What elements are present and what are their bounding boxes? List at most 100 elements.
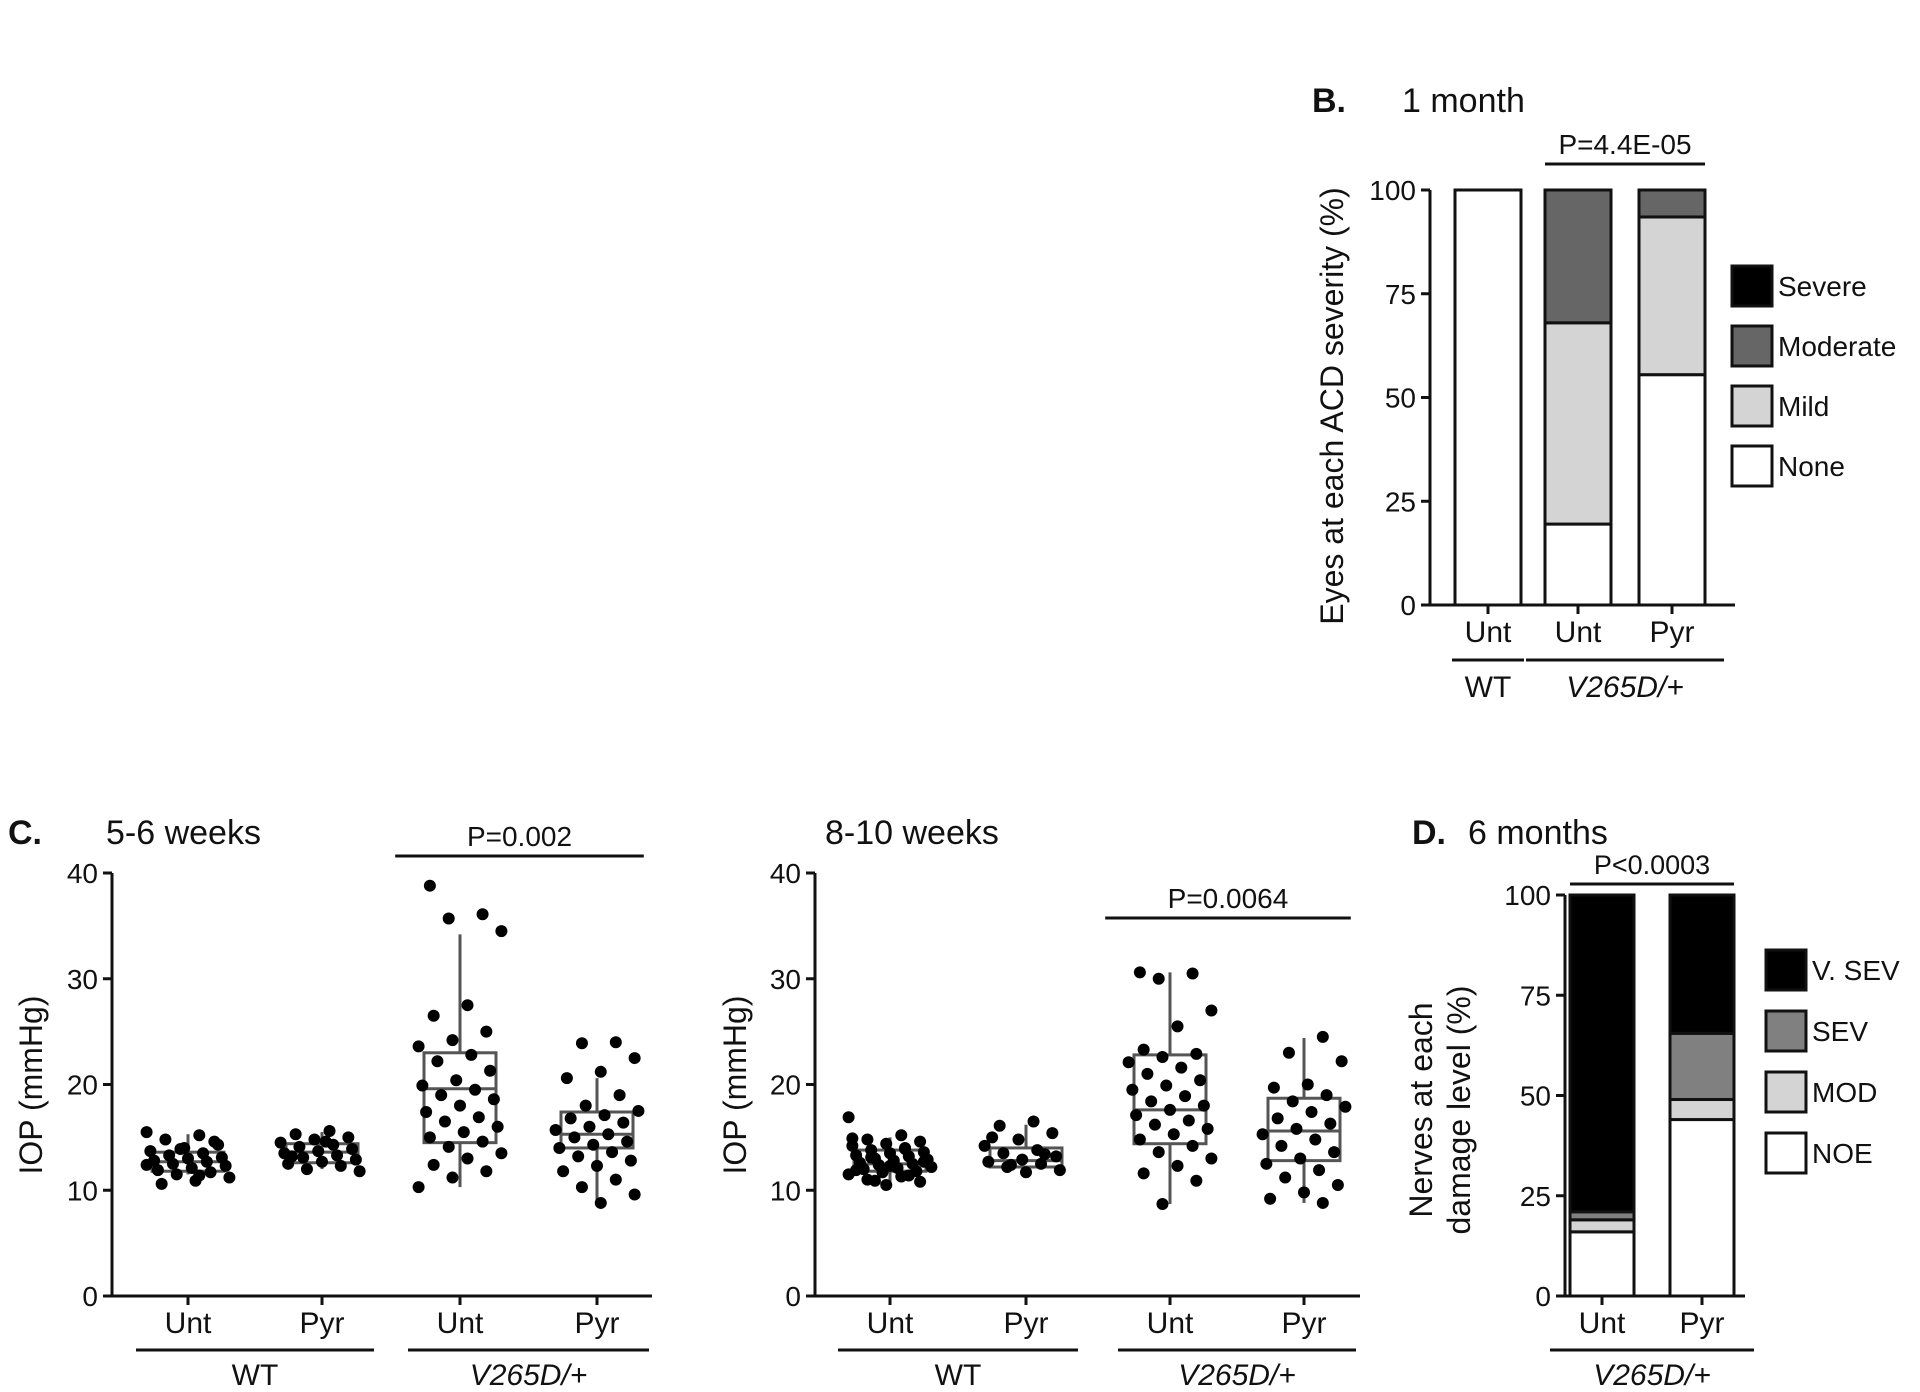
panel-c-8-10-weeks-data-point: [1260, 1157, 1273, 1170]
panel-c-5-6-weeks-data-point: [423, 879, 436, 892]
panel-c2-title: 8-10 weeks: [825, 814, 999, 852]
panel-d-label: D.: [1412, 814, 1446, 852]
panel-c-8-10-weeks-data-point: [1145, 1095, 1158, 1108]
panel-d-y-tick-label: 100: [1504, 880, 1551, 911]
panel-c-8-10-weeks-data-point: [1156, 1197, 1169, 1210]
panel-c-5-6-weeks-data-point: [568, 1131, 581, 1144]
panel-c-8-10-weeks-data-point: [1279, 1171, 1292, 1184]
panel-c-5-6-weeks-data-point: [420, 1105, 433, 1118]
panel-c-5-6-weeks-data-point: [323, 1125, 336, 1138]
panel-c-5-6-weeks-y-tick-label: 30: [67, 964, 98, 995]
panel-d-legend-swatch: [1764, 948, 1808, 992]
panel-c-5-6-weeks-data-point: [579, 1099, 592, 1112]
panel-c-5-6-weeks-data-point: [457, 1126, 470, 1139]
panel-c-8-10-weeks-data-point: [880, 1137, 893, 1150]
panel-d-legend-label: SEV: [1812, 1016, 1868, 1047]
panel-c-5-6-weeks-data-point: [621, 1135, 634, 1148]
panel-c-8-10-weeks-data-point: [1201, 1122, 1214, 1135]
panel-c-5-6-weeks-data-point: [293, 1140, 306, 1153]
panel-c-5-6-weeks-data-point: [431, 1055, 444, 1068]
panel-c-8-10-weeks-x-tick-label: Pyr: [1004, 1307, 1049, 1340]
panel-c-5-6-weeks-data-point: [572, 1150, 585, 1163]
panel-c-8-10-weeks-data-point: [1141, 1067, 1154, 1080]
panel-c-8-10-weeks-data-point: [1050, 1150, 1063, 1163]
panel-b-stacked-bar-chart: B. 1 month Eyes at each ACD severity (%)…: [1312, 82, 1896, 704]
panel-c-8-10-weeks-data-point: [1160, 1079, 1173, 1092]
panel-c-8-10-weeks-data-point: [1137, 1167, 1150, 1180]
panel-c-5-6-weeks-data-point: [346, 1143, 359, 1156]
panel-b-legend-label: Mild: [1778, 391, 1829, 422]
panel-c-5-6-weeks-data-point: [553, 1141, 566, 1154]
panel-b-bar-segment-moderate: [1637, 188, 1707, 219]
panel-c-5-6-weeks-data-point: [598, 1109, 611, 1122]
panel-c-5-6-weeks-group-label: V265D/+: [470, 1359, 588, 1392]
panel-d-x-tick-label: Unt: [1579, 1307, 1626, 1340]
panel-b-bar-segment-moderate: [1543, 188, 1613, 325]
panel-c-8-10-weeks-data-point: [1197, 1099, 1210, 1112]
panel-c-5-6-weeks-data-point: [316, 1155, 328, 1168]
panel-c-8-10-weeks-data-point: [997, 1147, 1010, 1160]
panel-c-8-10-weeks-data-point: [1282, 1046, 1295, 1059]
panel-c-8-10-weeks-y-tick-label: 10: [770, 1175, 801, 1206]
panel-c-8-10-weeks-data-point: [1004, 1158, 1017, 1171]
panel-c-5-6-weeks-data-point: [423, 1131, 436, 1144]
panel-c-5-6-weeks-data-point: [140, 1158, 153, 1171]
panel-c-8-10-weeks-data-point: [1137, 1043, 1150, 1056]
panel-c-5-6-weeks-data-point: [484, 1064, 497, 1077]
panel-b-x-tick-label: Pyr: [1650, 616, 1695, 649]
panel-d-y-tick-label: 50: [1520, 1081, 1551, 1112]
panel-c-5-6-weeks-data-point: [144, 1145, 157, 1158]
panel-c-8-10-weeks-data-point: [1130, 1109, 1143, 1122]
panel-c-8-10-weeks-data-point: [1190, 1174, 1203, 1187]
panel-c-8-10-weeks-data-point: [1316, 1196, 1329, 1209]
panel-c-5-6-weeks-data-point: [624, 1154, 637, 1167]
panel-c-8-10-weeks-data-point: [1186, 967, 1199, 980]
panel-c-5-6-weeks-data-point: [602, 1128, 615, 1141]
panel-d-y-tick-label: 25: [1520, 1181, 1551, 1212]
panel-c-8-10-weeks-data-point: [1164, 1103, 1176, 1116]
panel-c-8-10-weeks-data-point: [1320, 1089, 1333, 1102]
panel-c-5-6-weeks-data-point: [193, 1169, 206, 1182]
panel-d-bar-segment-noe: [1568, 1230, 1636, 1298]
panel-d-y-tick-label: 0: [1535, 1281, 1551, 1312]
panel-c-5-6-weeks-data-point: [174, 1143, 187, 1156]
panel-c-8-10-weeks-data-point: [1335, 1055, 1348, 1068]
panel-c-5-6-weeks-data-point: [334, 1159, 347, 1172]
panel-c-5-6-weeks-group-label: WT: [232, 1359, 279, 1392]
panel-c-5-6-weeks-data-point: [617, 1116, 630, 1129]
panel-c-8-10-weeks-group-label: WT: [935, 1359, 982, 1392]
panel-c-5-6-weeks-x-tick-label: Unt: [437, 1307, 484, 1340]
panel-c-8-10-weeks-data-point: [842, 1111, 855, 1124]
panel-c-5-6-weeks-data-point: [416, 1079, 429, 1092]
panel-c-8-10-weeks-p-value: P=0.0064: [1168, 883, 1289, 914]
panel-c-8-10-weeks-data-point: [1294, 1152, 1307, 1165]
panel-c-8-10-weeks-data-point: [1298, 1186, 1310, 1199]
panel-c-5-6-weeks-data-point: [495, 1147, 508, 1160]
panel-c-5-6-weeks-data-point: [300, 1163, 313, 1176]
panel-c-8-10-weeks-data-point: [899, 1143, 912, 1156]
panel-d-y-axis-label-line1: Nerves at each: [1403, 1002, 1439, 1217]
panel-c-8-10-weeks-data-point: [865, 1151, 878, 1164]
panel-c-8-10-weeks-data-point: [986, 1131, 999, 1144]
panel-c-5-6-weeks-data-point: [435, 1089, 448, 1102]
panel-c-8-10-weeks-data-point: [850, 1164, 863, 1177]
panel-c-5-6-weeks-data-point: [472, 1111, 485, 1124]
panel-c2-y-axis-label: IOP (mmHg): [717, 996, 753, 1175]
panel-d-legend-label: MOD: [1812, 1077, 1877, 1108]
panel-c-5-6-weeks-data-point: [487, 1093, 500, 1106]
panel-c-5-6-weeks-data-point: [319, 1135, 332, 1148]
panel-c-5-6-weeks-data-point: [159, 1133, 172, 1146]
panel-c-5-6-weeks-x-tick-label: Pyr: [575, 1307, 620, 1340]
panel-b-y-tick-label: 50: [1385, 383, 1416, 414]
panel-d-group-label: V265D/+: [1593, 1359, 1711, 1392]
panel-c-5-6-weeks-data-point: [632, 1104, 645, 1117]
panel-c-8-10-weeks-data-point: [846, 1132, 859, 1145]
panel-c-5-6-weeks-data-point: [412, 1181, 425, 1194]
panel-c-5-6-weeks-data-point: [308, 1133, 321, 1146]
panel-b-y-tick-label: 100: [1369, 175, 1416, 206]
panel-c-label: C.: [8, 814, 42, 852]
panel-c-8-10-weeks-data-point: [1038, 1148, 1051, 1161]
panel-c-8-10-weeks-data-point: [1271, 1112, 1284, 1125]
panel-d-bar-segment-v-sev: [1668, 893, 1736, 1035]
